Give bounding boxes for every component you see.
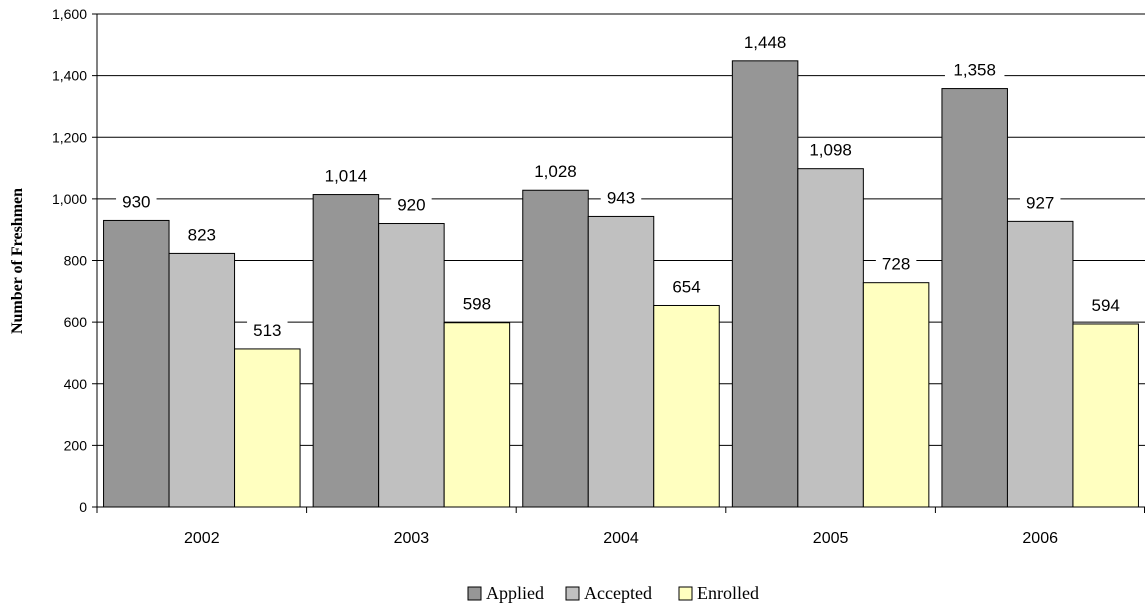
data-label-bg <box>600 188 642 209</box>
bars <box>103 60 1139 508</box>
x-tick-label: 2006 <box>1022 530 1058 547</box>
axes: 0 200 400 600 800 1,000 1,200 1,400 1,600 2002 200… <box>52 6 1145 547</box>
bar-accepted <box>168 252 236 508</box>
data-label: 513 <box>253 321 281 340</box>
data-label: 598 <box>463 295 491 314</box>
bar-applied <box>731 60 799 508</box>
data-label: 823 <box>188 225 216 244</box>
data-label: 943 <box>607 188 635 207</box>
data-label-bg <box>875 254 917 275</box>
data-label-bg <box>525 162 586 183</box>
y-tick-label: 400 <box>64 376 88 392</box>
data-label-bg <box>1019 193 1061 214</box>
legend: Applied Accepted Enrolled <box>467 583 759 603</box>
legend-label-accepted: Accepted <box>584 583 652 603</box>
bar-applied <box>312 194 380 508</box>
bar-accepted <box>587 215 655 508</box>
data-label: 1,358 <box>953 61 996 80</box>
bar-enrolled <box>1072 323 1139 508</box>
bar-accepted <box>378 223 445 508</box>
legend-label-applied: Applied <box>486 583 544 603</box>
data-labels: 930 823 513 1,014 920 598 1,028 943 654 1,448 1,09… <box>116 32 1126 341</box>
bar-accepted <box>797 168 864 508</box>
legend-swatch-applied <box>467 586 482 601</box>
legend-swatch-enrolled <box>678 586 693 601</box>
data-label-bg <box>944 60 1005 81</box>
data-label-bg <box>116 192 157 213</box>
x-tick-label: 2004 <box>603 530 639 547</box>
data-label-bg <box>247 320 288 341</box>
data-label: 654 <box>672 277 700 296</box>
y-tick-label: 1,600 <box>52 6 87 22</box>
data-label: 1,448 <box>744 33 787 52</box>
data-label: 1,014 <box>325 167 368 186</box>
bar-enrolled <box>653 304 720 508</box>
data-label: 728 <box>882 255 910 274</box>
data-label: 930 <box>122 192 150 211</box>
data-label-bg <box>735 32 795 53</box>
y-axis-label: Number of Freshmen <box>9 188 26 334</box>
data-label-bg <box>456 294 498 315</box>
data-label: 1,028 <box>534 162 577 181</box>
x-tick-label: 2003 <box>394 530 430 547</box>
y-tick-label: 1,000 <box>52 191 87 207</box>
data-label: 594 <box>1092 296 1120 315</box>
bar-enrolled <box>234 348 301 508</box>
y-tick-label: 0 <box>79 499 87 515</box>
data-label-bg <box>1085 295 1126 316</box>
x-tick-label: 2002 <box>184 530 220 547</box>
bar-accepted <box>1006 220 1074 508</box>
bar-enrolled <box>862 282 930 508</box>
data-label-bg <box>316 166 376 187</box>
data-label-bg <box>391 195 432 216</box>
data-label-bg <box>181 225 223 246</box>
data-label: 1,098 <box>809 141 852 160</box>
bar-applied <box>103 219 170 508</box>
data-label-bg <box>666 277 707 298</box>
y-tick-label: 1,400 <box>52 68 87 84</box>
legend-label-enrolled: Enrolled <box>697 583 759 603</box>
bar-enrolled <box>443 322 511 508</box>
legend-swatch-accepted <box>565 586 580 601</box>
bar-applied <box>522 189 589 508</box>
data-label: 927 <box>1026 193 1054 212</box>
data-label-bg <box>800 140 861 161</box>
data-label: 920 <box>397 196 425 215</box>
y-tick-label: 1,200 <box>52 129 87 145</box>
y-tick-label: 600 <box>64 314 88 330</box>
y-tick-label: 800 <box>64 253 88 269</box>
y-tick-label: 200 <box>64 437 88 453</box>
bar-applied <box>941 88 1008 508</box>
x-tick-label: 2005 <box>813 530 849 547</box>
